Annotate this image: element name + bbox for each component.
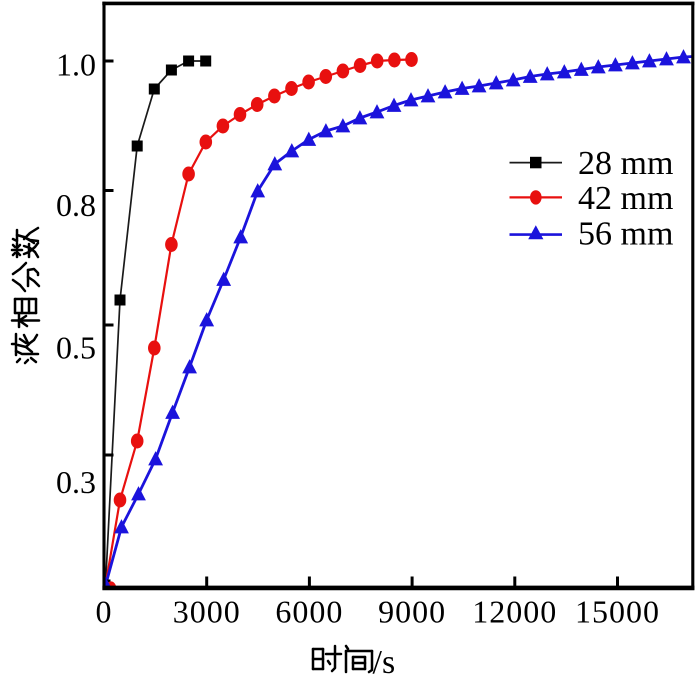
svg-text:15000: 15000 <box>575 594 660 630</box>
svg-text:9000: 9000 <box>378 594 446 630</box>
svg-text:42 mm: 42 mm <box>578 180 673 217</box>
svg-text:28 mm: 28 mm <box>578 145 673 182</box>
svg-text:6000: 6000 <box>275 594 343 630</box>
svg-text:56 mm: 56 mm <box>578 216 673 253</box>
svg-text:12000: 12000 <box>472 594 557 630</box>
svg-text:0.8: 0.8 <box>56 187 96 223</box>
svg-text:0.3: 0.3 <box>56 464 96 500</box>
svg-text:0: 0 <box>96 594 113 630</box>
svg-text:0.5: 0.5 <box>56 330 96 366</box>
svg-text:1.0: 1.0 <box>56 47 96 83</box>
svg-text:/s: /s <box>373 644 396 677</box>
svg-text:3000: 3000 <box>173 594 241 630</box>
